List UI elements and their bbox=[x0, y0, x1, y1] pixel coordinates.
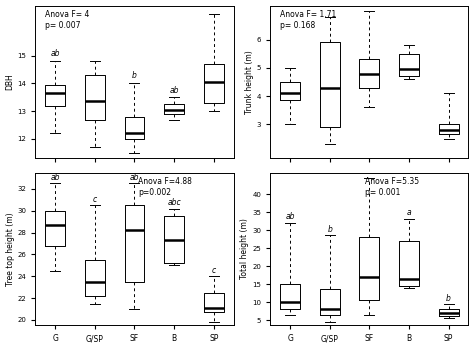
Text: ab: ab bbox=[169, 86, 179, 95]
Text: abc: abc bbox=[167, 198, 181, 207]
Y-axis label: Tree top height (m): Tree top height (m) bbox=[6, 212, 15, 286]
Y-axis label: Total height (m): Total height (m) bbox=[240, 218, 249, 280]
Text: b: b bbox=[327, 225, 332, 234]
Text: ab: ab bbox=[130, 173, 139, 182]
Text: Anova F= 1.71
p= 0.168: Anova F= 1.71 p= 0.168 bbox=[280, 10, 337, 30]
Y-axis label: DBH: DBH bbox=[6, 74, 15, 90]
Text: ab: ab bbox=[285, 212, 295, 221]
Text: c: c bbox=[93, 195, 97, 204]
Text: c: c bbox=[211, 266, 216, 275]
Text: Anova F=5.35
p= 0.001: Anova F=5.35 p= 0.001 bbox=[365, 177, 419, 197]
Text: a: a bbox=[407, 208, 411, 217]
Text: Anova F= 4
p= 0.007: Anova F= 4 p= 0.007 bbox=[46, 10, 90, 30]
Text: b: b bbox=[446, 294, 451, 303]
Text: b: b bbox=[132, 71, 137, 80]
Y-axis label: Trunk height (m): Trunk height (m) bbox=[245, 50, 254, 114]
Text: ab: ab bbox=[50, 173, 60, 182]
Text: ab: ab bbox=[50, 49, 60, 58]
Text: Anova F=4.88
p=0.002: Anova F=4.88 p=0.002 bbox=[138, 177, 192, 197]
